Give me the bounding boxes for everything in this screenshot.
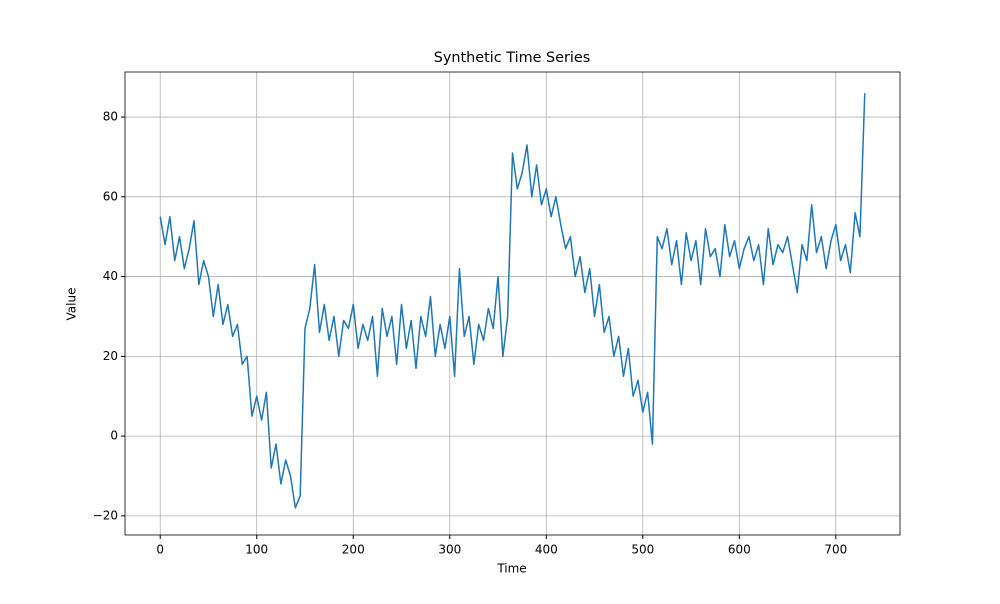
y-axis-label: Value [65, 288, 79, 321]
x-tick-label: 300 [438, 543, 461, 557]
x-tick-label: 0 [156, 543, 164, 557]
x-tick-label: 500 [631, 543, 654, 557]
x-tick-label: 600 [728, 543, 751, 557]
plot-frame [124, 71, 901, 536]
x-axis-label: Time [496, 562, 526, 576]
chart-title: Synthetic Time Series [434, 50, 591, 66]
y-tick-label: 20 [103, 349, 118, 363]
y-tick-label: −20 [93, 508, 118, 522]
x-tick-label: 400 [535, 543, 558, 557]
y-tick-label: 60 [103, 189, 118, 203]
line [159, 93, 866, 509]
x-tick-label: 200 [342, 543, 365, 557]
x-tick-label: 700 [824, 543, 847, 557]
y-tick-label: 40 [103, 269, 118, 283]
x-tick-label: 100 [245, 543, 268, 557]
y-tick-label: 0 [110, 429, 118, 443]
y-tick-label: 80 [103, 110, 118, 124]
